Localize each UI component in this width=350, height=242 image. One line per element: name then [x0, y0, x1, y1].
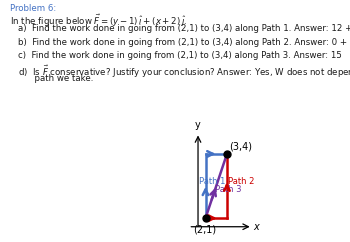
Text: Path 1: Path 1 [199, 177, 225, 186]
Text: b)  Find the work done in going from (2,1) to (3,4) along Path 2. Answer: 0 + 15: b) Find the work done in going from (2,1… [18, 38, 350, 46]
Text: d)  Is $\vec{F}$ conservative? Justify your conclusion? Answer: Yes, W does not : d) Is $\vec{F}$ conservative? Justify yo… [18, 64, 350, 80]
Text: c)  Find the work done in going from (2,1) to (3,4) along Path 3. Answer: 15: c) Find the work done in going from (2,1… [18, 51, 341, 60]
Text: (2,1): (2,1) [193, 225, 216, 234]
Text: path we take.: path we take. [18, 74, 93, 83]
Text: a)  Find the work done in going from (2,1) to (3,4) along Path 1. Answer: 12 + 3: a) Find the work done in going from (2,1… [18, 24, 350, 33]
Text: y: y [195, 121, 201, 130]
Text: x: x [254, 222, 259, 232]
Text: (3,4): (3,4) [229, 142, 252, 152]
Text: Problem 6:: Problem 6: [10, 4, 57, 13]
Text: Path 3: Path 3 [215, 185, 241, 194]
Text: In the figure below $\vec{F} = (y-1)\,\hat{\imath} + (x+2)\,\hat{\jmath}$.: In the figure below $\vec{F} = (y-1)\,\h… [10, 13, 188, 29]
Text: Path 2: Path 2 [228, 177, 254, 186]
